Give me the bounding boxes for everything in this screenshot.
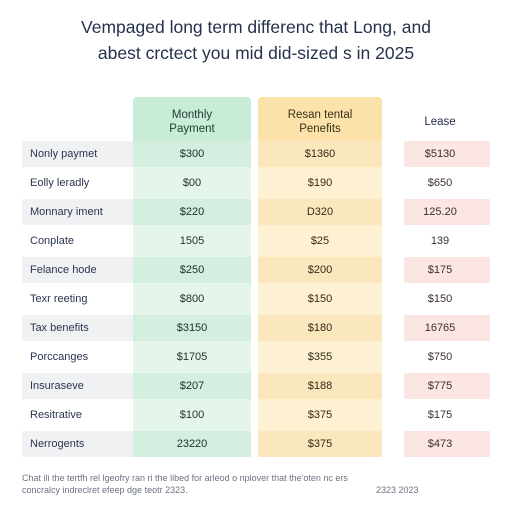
lease-cell: $150 bbox=[427, 293, 453, 305]
rental-benefits-cell: $180 bbox=[307, 322, 333, 334]
row-band bbox=[258, 315, 382, 341]
row-label: Texr reeting bbox=[30, 293, 88, 305]
row-label: Monnary iment bbox=[30, 206, 103, 218]
rental-benefits-cell: $1360 bbox=[304, 148, 336, 160]
rental-benefits-cell: $375 bbox=[307, 409, 333, 421]
row-label: Felance hode bbox=[30, 264, 97, 276]
monthly-payment-cell: $300 bbox=[179, 148, 205, 160]
rental-benefits-cell: $200 bbox=[307, 264, 333, 276]
footnote-line-2: concralcy indreclret efeep dge teotr 232… bbox=[22, 485, 188, 495]
row-band bbox=[258, 373, 382, 399]
row-band bbox=[22, 431, 133, 457]
table-row: Felance hode $250 $200 $175 bbox=[22, 257, 490, 283]
table-row: Porccanges $1705 $355 $750 bbox=[22, 344, 490, 370]
monthly-header-line-2: Payment bbox=[169, 122, 215, 135]
monthly-payment-cell: $207 bbox=[179, 380, 205, 392]
lease-cell: $473 bbox=[427, 438, 453, 450]
monthly-payment-cell: $800 bbox=[179, 293, 205, 305]
rental-header-line-1: Resan tental bbox=[287, 108, 353, 121]
row-label: Nonly paymet bbox=[30, 148, 98, 160]
monthly-payment-cell: $3150 bbox=[176, 322, 208, 334]
row-label: Insuraseve bbox=[30, 380, 84, 392]
monthly-payment-cell: 1505 bbox=[179, 235, 205, 247]
row-band bbox=[404, 199, 490, 225]
row-band bbox=[22, 141, 133, 167]
monthly-payment-cell: $250 bbox=[179, 264, 205, 276]
row-band bbox=[404, 141, 490, 167]
monthly-payment-cell: $100 bbox=[179, 409, 205, 421]
lease-cell: $175 bbox=[427, 264, 453, 276]
row-label: Eolly leradly bbox=[30, 177, 90, 189]
lease-header: Lease bbox=[392, 97, 488, 146]
rental-benefits-cell: $355 bbox=[307, 351, 333, 363]
page-title: Vempaged long term differenc that Long, … bbox=[0, 14, 512, 66]
table-row: Texr reeting $800 $150 $150 bbox=[22, 286, 490, 312]
title-line-1: Vempaged long term differenc that Long, … bbox=[81, 17, 431, 37]
lease-cell: $775 bbox=[427, 380, 453, 392]
title-line-2: abest crctect you mid did-sized s in 202… bbox=[97, 43, 415, 63]
rental-benefits-cell: $25 bbox=[310, 235, 330, 247]
row-band bbox=[22, 257, 133, 283]
monthly-header-line-1: Monthly bbox=[171, 108, 213, 121]
row-band bbox=[258, 141, 382, 167]
row-band bbox=[133, 257, 251, 283]
monthly-payment-header: Monthly Payment bbox=[133, 97, 251, 146]
rental-header-line-2: Penefits bbox=[299, 122, 341, 135]
lease-cell: 16765 bbox=[424, 322, 456, 334]
row-band bbox=[404, 257, 490, 283]
table-row: Monnary iment $220 D320 125.20 bbox=[22, 199, 490, 225]
table-row: Insuraseve $207 $188 $775 bbox=[22, 373, 490, 399]
row-band bbox=[133, 431, 251, 457]
monthly-payment-cell: 23220 bbox=[176, 438, 208, 450]
table-row: Resitrative $100 $375 $175 bbox=[22, 402, 490, 428]
lease-cell: $5130 bbox=[424, 148, 456, 160]
rental-benefits-cell: $188 bbox=[307, 380, 333, 392]
monthly-payment-cell: $1705 bbox=[176, 351, 208, 363]
table-row: Tax benefits $3150 $180 16765 bbox=[22, 315, 490, 341]
footnote-line-2-right: 2323 2023 bbox=[376, 485, 419, 495]
footnote: Chat ili the tertfh rel lgeofry ran ri t… bbox=[22, 472, 492, 496]
lease-cell: 125.20 bbox=[423, 206, 457, 218]
row-band bbox=[22, 315, 133, 341]
table-row: Nerrogents 23220 $375 $473 bbox=[22, 431, 490, 457]
rental-benefits-cell: $190 bbox=[307, 177, 333, 189]
row-label: Nerrogents bbox=[30, 438, 85, 450]
row-label: Tax benefits bbox=[30, 322, 89, 334]
row-band bbox=[133, 315, 251, 341]
rental-benefits-header: Resan tental Penefits bbox=[258, 97, 382, 146]
lease-cell: $650 bbox=[427, 177, 453, 189]
footnote-line-2-wrap: concralcy indreclret efeep dge teotr 232… bbox=[22, 484, 492, 496]
row-band bbox=[404, 373, 490, 399]
row-label: Porccanges bbox=[30, 351, 89, 363]
lease-cell: $175 bbox=[427, 409, 453, 421]
rental-benefits-cell: $150 bbox=[307, 293, 333, 305]
table-row: Eolly leradly $00 $190 $650 bbox=[22, 170, 490, 196]
rental-benefits-cell: D320 bbox=[306, 206, 334, 218]
row-band bbox=[258, 257, 382, 283]
row-band bbox=[22, 373, 133, 399]
table-row: Nonly paymet $300 $1360 $5130 bbox=[22, 141, 490, 167]
lease-cell: $750 bbox=[427, 351, 453, 363]
row-band bbox=[258, 431, 382, 457]
table-row: Conplate 1505 $25 139 bbox=[22, 228, 490, 254]
row-label: Resitrative bbox=[30, 409, 82, 421]
lease-cell: 139 bbox=[430, 235, 450, 247]
row-band bbox=[133, 199, 251, 225]
lease-header-label: Lease bbox=[424, 115, 456, 128]
rental-benefits-cell: $375 bbox=[307, 438, 333, 450]
row-band bbox=[404, 315, 490, 341]
row-band bbox=[133, 373, 251, 399]
monthly-payment-cell: $220 bbox=[179, 206, 205, 218]
monthly-payment-cell: $00 bbox=[182, 177, 202, 189]
row-label: Conplate bbox=[30, 235, 75, 247]
row-band bbox=[258, 199, 382, 225]
footnote-line-1: Chat ili the tertfh rel lgeofry ran ri t… bbox=[22, 473, 348, 483]
row-band bbox=[404, 431, 490, 457]
row-band bbox=[133, 141, 251, 167]
row-band bbox=[22, 199, 133, 225]
